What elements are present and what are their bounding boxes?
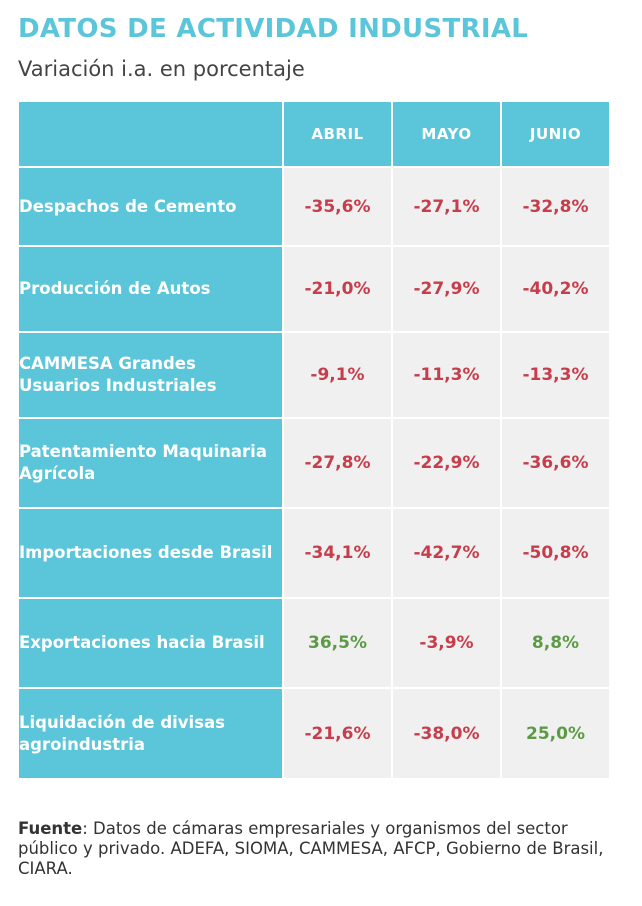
table-row: Importaciones desde Brasil -34,1% -42,7%… (17, 507, 611, 599)
table-row: Patentamiento Maquinaria Agrícola -27,8%… (17, 417, 611, 509)
value-cell: -21,0% (282, 245, 393, 333)
value-cell: -40,2% (500, 245, 611, 333)
value-cell: -21,6% (282, 687, 393, 780)
row-label: Patentamiento Maquinaria Agrícola (17, 417, 284, 509)
row-label: Producción de Autos (17, 245, 284, 333)
row-label: Liquidación de divisas agroindustria (17, 687, 284, 780)
table-row: Producción de Autos -21,0% -27,9% -40,2% (17, 245, 611, 333)
page-title: DATOS DE ACTIVIDAD INDUSTRIAL (18, 14, 529, 44)
value-cell: -42,7% (391, 507, 502, 599)
value-cell: -27,9% (391, 245, 502, 333)
value-cell: -27,1% (391, 166, 502, 247)
value-cell: -13,3% (500, 331, 611, 419)
value-cell: 25,0% (500, 687, 611, 780)
value-cell: 36,5% (282, 597, 393, 689)
row-label: Exportaciones hacia Brasil (17, 597, 284, 689)
value-cell: -50,8% (500, 507, 611, 599)
industrial-activity-table: ABRIL MAYO JUNIO Despachos de Cemento -3… (17, 100, 611, 780)
row-label: Importaciones desde Brasil (17, 507, 284, 599)
source-text: : Datos de cámaras empresariales y organ… (18, 819, 604, 878)
value-cell: -3,9% (391, 597, 502, 689)
column-header-abril: ABRIL (282, 100, 393, 168)
table-header-row: ABRIL MAYO JUNIO (17, 100, 611, 168)
value-cell: -34,1% (282, 507, 393, 599)
value-cell: -9,1% (282, 331, 393, 419)
value-cell: -35,6% (282, 166, 393, 247)
header-corner-cell (17, 100, 284, 168)
row-label: CAMMESA Grandes Usuarios Industriales (17, 331, 284, 419)
value-cell: -27,8% (282, 417, 393, 509)
row-label: Despachos de Cemento (17, 166, 284, 247)
column-header-junio: JUNIO (500, 100, 611, 168)
table-row: Exportaciones hacia Brasil 36,5% -3,9% 8… (17, 597, 611, 689)
source-label: Fuente (18, 819, 83, 838)
table-row: CAMMESA Grandes Usuarios Industriales -9… (17, 331, 611, 419)
table-row: Despachos de Cemento -35,6% -27,1% -32,8… (17, 166, 611, 247)
value-cell: -11,3% (391, 331, 502, 419)
value-cell: -32,8% (500, 166, 611, 247)
table-row: Liquidación de divisas agroindustria -21… (17, 687, 611, 780)
page-subtitle: Variación i.a. en porcentaje (18, 57, 305, 81)
value-cell: -22,9% (391, 417, 502, 509)
value-cell: 8,8% (500, 597, 611, 689)
column-header-mayo: MAYO (391, 100, 502, 168)
value-cell: -36,6% (500, 417, 611, 509)
value-cell: -38,0% (391, 687, 502, 780)
source-note: Fuente: Datos de cámaras empresariales y… (18, 819, 618, 879)
